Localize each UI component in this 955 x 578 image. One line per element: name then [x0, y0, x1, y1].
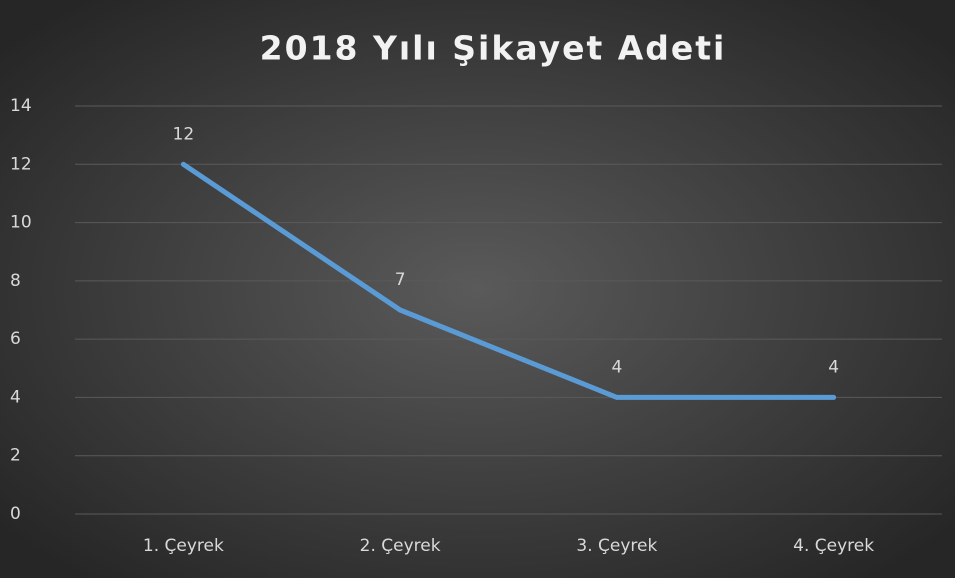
- x-tick-label: 3. Çeyrek: [576, 536, 657, 556]
- line: [180, 161, 837, 400]
- y-tick-label: 4: [10, 387, 21, 407]
- data-label: 7: [395, 270, 406, 290]
- y-tick-label: 0: [10, 504, 21, 524]
- y-tick-label: 2: [10, 446, 21, 466]
- y-tick-label: 10: [10, 213, 32, 233]
- data-label: 12: [173, 124, 195, 144]
- x-tick-label: 2. Çeyrek: [360, 536, 441, 556]
- x-tick-label: 4. Çeyrek: [793, 536, 874, 556]
- y-tick-label: 6: [10, 329, 21, 349]
- y-tick-label: 14: [10, 96, 32, 116]
- x-tick-label: 1. Çeyrek: [143, 536, 224, 556]
- data-label: 4: [611, 357, 622, 377]
- data-label: 4: [828, 357, 839, 377]
- y-tick-label: 12: [10, 154, 32, 174]
- y-tick-label: 8: [10, 271, 21, 291]
- chart-title: 2018 Yılı Şikayet Adeti: [260, 29, 727, 68]
